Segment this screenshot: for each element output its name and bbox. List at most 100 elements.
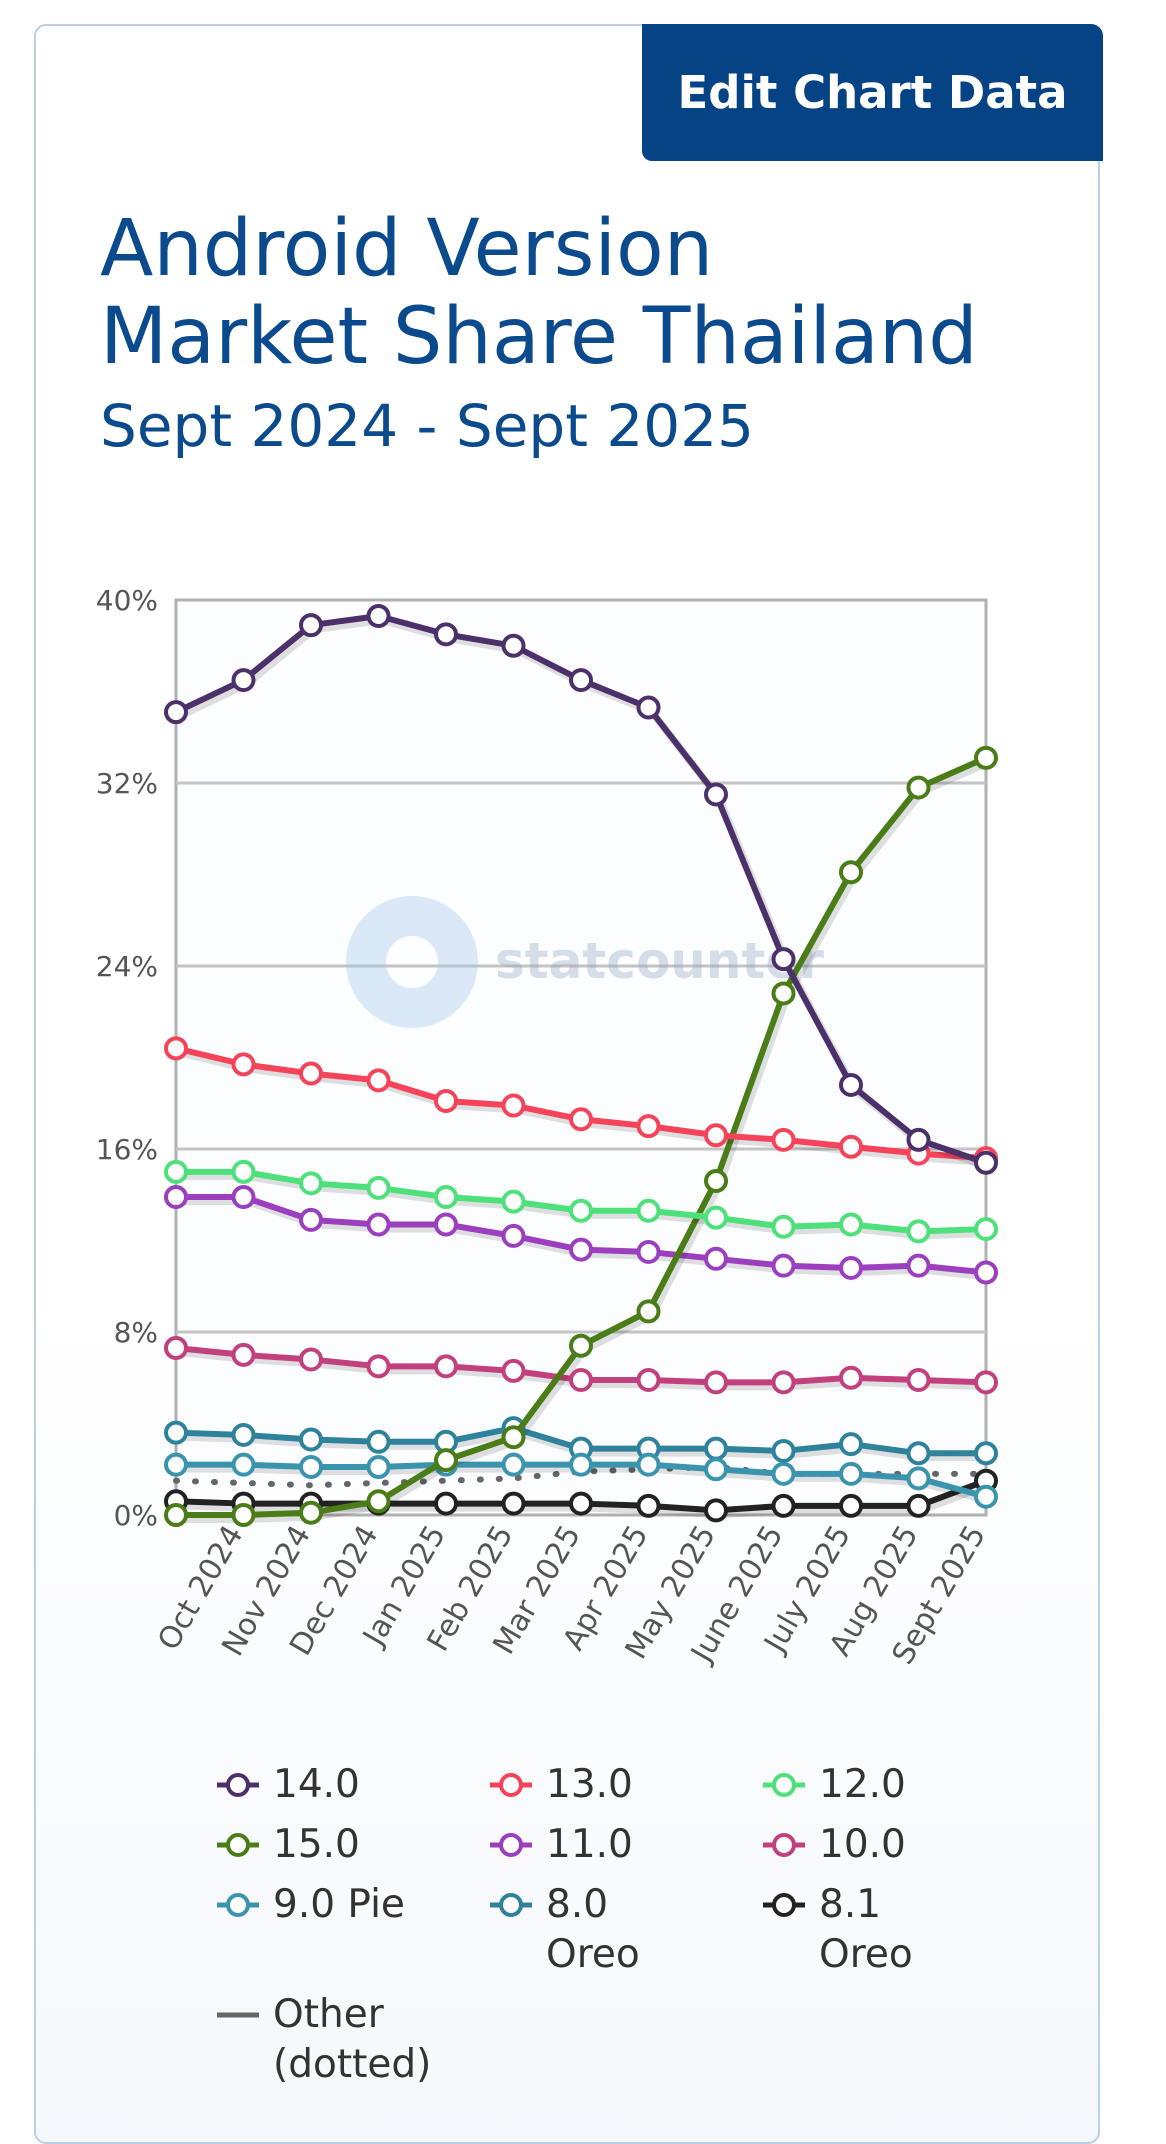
legend-label: Other (dotted): [273, 1992, 432, 2087]
data-point-12-0: [434, 1185, 458, 1210]
data-point-9-0-pie: [231, 1452, 256, 1477]
data-point-11-0: [771, 1253, 796, 1278]
legend-marker-icon: [217, 2012, 259, 2018]
data-point-12-0: [164, 1159, 188, 1184]
data-point-13-0: [164, 1036, 188, 1061]
data-point-14-0: [501, 633, 526, 658]
legend-item[interactable]: 9.0 Pie: [215, 1880, 488, 1980]
legend-marker-icon: [217, 1893, 259, 1917]
page-title: Android Version Market Share Thailand: [100, 204, 978, 382]
legend-marker-icon: [490, 1893, 532, 1917]
data-point-12-0: [974, 1217, 998, 1242]
data-point-13-0: [366, 1068, 391, 1093]
legend-item[interactable]: 10.0: [761, 1820, 1034, 1870]
legend-item[interactable]: 12.0: [761, 1760, 1034, 1810]
data-point-13-0: [704, 1123, 728, 1148]
data-point-10-0: [434, 1354, 458, 1379]
data-point-9-0-pie: [636, 1452, 661, 1477]
data-point-14-0: [974, 1150, 998, 1175]
data-point-9-0-pie: [366, 1454, 391, 1479]
data-point-12-0: [231, 1159, 256, 1184]
data-point-15-0: [771, 981, 796, 1006]
statcounter-watermark: statcounter: [346, 896, 824, 1028]
data-point-14-0: [839, 1072, 863, 1097]
y-tick-label: 16%: [96, 1133, 158, 1166]
data-point-13-0: [771, 1127, 796, 1152]
data-point-11-0: [569, 1237, 593, 1262]
legend-label: 12.0: [819, 1762, 906, 1807]
legend-label: 8.1 Oreo: [819, 1882, 913, 1977]
data-point-15-0: [704, 1169, 728, 1194]
data-point-15-0: [366, 1489, 391, 1514]
data-point-8-1-oreo: [636, 1493, 661, 1518]
legend-marker-icon: [490, 1773, 532, 1797]
legend-item[interactable]: 8.1 Oreo: [761, 1880, 1034, 1980]
y-tick-label: 40%: [96, 584, 158, 617]
legend-label: 14.0: [273, 1762, 360, 1807]
data-point-11-0: [366, 1212, 391, 1237]
data-point-8-0-oreo: [974, 1441, 998, 1466]
data-point-11-0: [164, 1185, 188, 1210]
data-point-13-0: [501, 1093, 526, 1118]
legend-circle: [772, 1893, 796, 1917]
data-point-14-0: [434, 622, 458, 647]
data-point-8-0-oreo: [366, 1429, 391, 1454]
legend-circle: [226, 1833, 250, 1857]
data-point-9-0-pie: [974, 1484, 998, 1509]
data-point-10-0: [366, 1354, 391, 1379]
y-tick-label: 8%: [114, 1316, 158, 1349]
data-point-11-0: [906, 1253, 931, 1278]
legend-circle: [226, 1773, 250, 1797]
legend-marker-icon: [763, 1833, 805, 1857]
data-point-12-0: [366, 1175, 391, 1200]
legend-marker-icon: [217, 1773, 259, 1797]
data-point-11-0: [501, 1223, 526, 1248]
data-point-12-0: [839, 1212, 863, 1237]
legend-marker-icon: [217, 1833, 259, 1857]
data-point-8-1-oreo: [434, 1491, 458, 1516]
legend-marker-icon: [490, 1833, 532, 1857]
data-point-14-0: [299, 613, 323, 638]
data-point-14-0: [704, 782, 728, 807]
data-point-8-0-oreo: [771, 1438, 796, 1463]
data-point-13-0: [569, 1107, 593, 1132]
data-point-8-0-oreo: [839, 1432, 863, 1457]
data-point-12-0: [704, 1205, 728, 1230]
data-point-8-0-oreo: [164, 1420, 188, 1445]
legend-item[interactable]: 14.0: [215, 1760, 488, 1810]
legend-item[interactable]: 8.0 Oreo: [488, 1880, 761, 1980]
legend-item[interactable]: 11.0: [488, 1820, 761, 1870]
data-point-14-0: [231, 668, 256, 693]
data-point-8-0-oreo: [231, 1422, 256, 1447]
data-point-9-0-pie: [839, 1461, 863, 1486]
watermark-text: statcounter: [495, 932, 824, 990]
data-point-11-0: [704, 1246, 728, 1271]
legend-marker-icon: [763, 1893, 805, 1917]
data-point-8-0-oreo: [299, 1427, 323, 1452]
data-point-10-0: [839, 1365, 863, 1390]
watermark-logo-icon: [346, 896, 478, 1028]
legend-circle: [499, 1833, 523, 1857]
data-point-15-0: [434, 1448, 458, 1473]
legend-label: 11.0: [546, 1822, 633, 1867]
data-point-11-0: [974, 1260, 998, 1285]
data-point-10-0: [771, 1370, 796, 1395]
edit-chart-data-button[interactable]: Edit Chart Data: [642, 24, 1103, 161]
legend-item[interactable]: 13.0: [488, 1760, 761, 1810]
legend-label: 9.0 Pie: [273, 1882, 405, 1927]
data-point-9-0-pie: [164, 1452, 188, 1477]
data-point-9-0-pie: [704, 1457, 728, 1482]
data-point-15-0: [299, 1500, 323, 1525]
data-point-14-0: [636, 695, 661, 720]
legend-item[interactable]: Other (dotted): [215, 1990, 488, 2090]
data-point-10-0: [569, 1368, 593, 1393]
legend-circle: [226, 1893, 250, 1917]
data-point-13-0: [636, 1114, 661, 1139]
data-point-14-0: [569, 668, 593, 693]
chart-legend: 14.0 13.0 12.0 15.0 11.0 10.0 9.0 Pie 8.0 Oreo 8…: [215, 1760, 1075, 2090]
data-point-13-0: [299, 1061, 323, 1086]
data-point-12-0: [771, 1214, 796, 1239]
data-point-10-0: [906, 1368, 931, 1393]
legend-marker-icon: [763, 1773, 805, 1797]
legend-item[interactable]: 15.0: [215, 1820, 488, 1870]
